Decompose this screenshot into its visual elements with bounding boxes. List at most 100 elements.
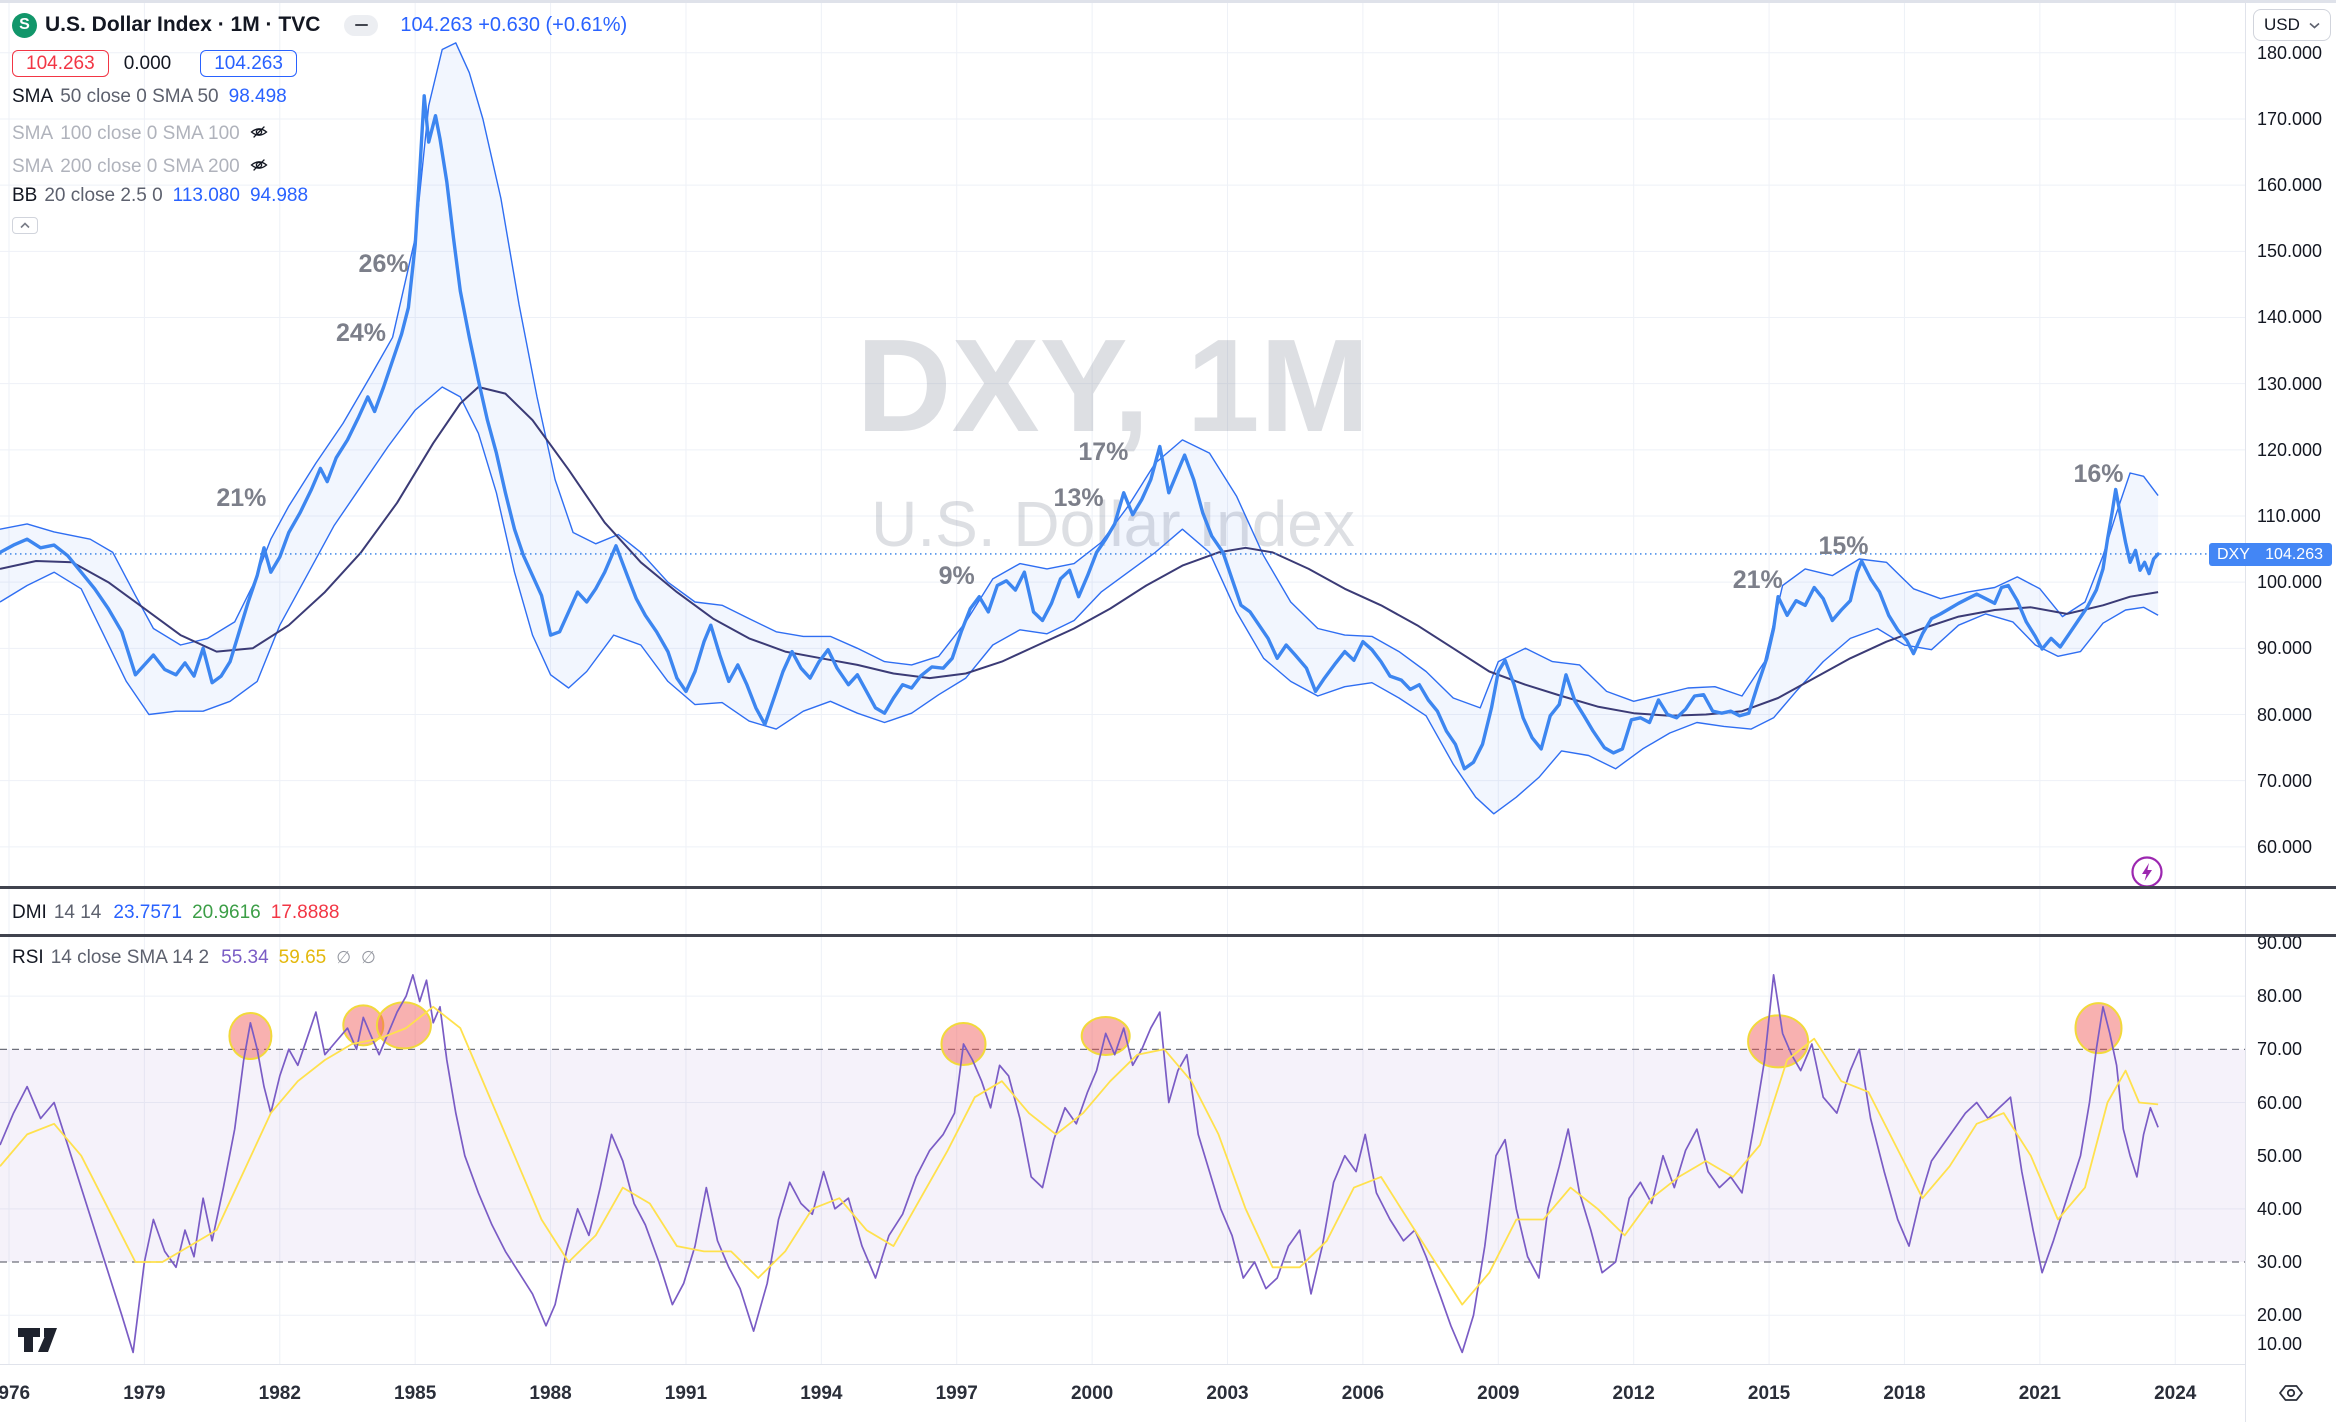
- eye-off-icon[interactable]: [249, 159, 269, 180]
- percent-annotation: 26%: [358, 249, 409, 278]
- year-label: 1979: [123, 1383, 166, 1404]
- current-price-tag: DXY 104.263: [2209, 543, 2332, 566]
- time-axis[interactable]: 1976 1979 1982 1985 1988 1991 1994 1997 2000 2003…: [0, 1364, 2336, 1422]
- quick-action-button[interactable]: [2130, 855, 2164, 889]
- year-label: 2012: [1612, 1383, 1655, 1404]
- legend-collapse-button[interactable]: [12, 217, 38, 234]
- rsi-legend-row[interactable]: RSI 14 close SMA 14 2 55.34 59.65 ∅ ∅: [12, 947, 376, 969]
- year-label: 2024: [2154, 1383, 2197, 1404]
- indicator-params: 50 close 0 SMA 50: [60, 86, 219, 107]
- bollinger-lower-line: [0, 386, 2159, 815]
- symbol-title[interactable]: U.S. Dollar Index · 1M · TVC: [45, 13, 321, 36]
- year-label: 2006: [1341, 1383, 1385, 1404]
- year-label: 2003: [1206, 1383, 1249, 1404]
- price-tick-label: 130.000: [2257, 373, 2323, 394]
- year-label: 1994: [800, 1383, 843, 1404]
- bollinger-fill: [0, 42, 2159, 814]
- year-label: 2015: [1747, 1383, 1791, 1404]
- axis-settings-icon[interactable]: [2276, 1378, 2306, 1408]
- price-tick-label: 70.000: [2257, 770, 2313, 791]
- dmi-plus-di-value: 23.7571: [113, 902, 183, 923]
- percent-annotation: 17%: [1078, 438, 1129, 467]
- rsi-band: [0, 1049, 2245, 1263]
- indicator-params: 20 close 2.5 0: [44, 185, 163, 206]
- year-label: 1982: [258, 1383, 301, 1404]
- rsi-sma-line: [0, 1005, 2159, 1306]
- indicator-name: RSI: [12, 947, 44, 968]
- indicator-row-sma100[interactable]: SMA 100 close 0 SMA 100: [12, 119, 627, 144]
- chart-canvas[interactable]: DXY, 1M U.S. Dollar Index: [0, 3, 2336, 1422]
- price-tick-label: 150.000: [2257, 241, 2323, 262]
- year-label: 1988: [529, 1383, 572, 1404]
- indicator-name: SMA: [12, 123, 54, 144]
- price-axis[interactable]: 180.000 170.000 160.000 150.000 140.000 130.0…: [2245, 3, 2336, 1364]
- price-tick-label: 100.000: [2257, 572, 2323, 593]
- percent-annotation: 21%: [1732, 565, 1783, 594]
- price-tick-label: 80.000: [2257, 704, 2313, 725]
- watermark-symbol: DXY, 1M: [856, 312, 1370, 459]
- chevron-down-icon: [2309, 22, 2320, 29]
- tag-symbol: DXY: [2217, 545, 2250, 563]
- price-tick-label: 170.000: [2257, 108, 2323, 129]
- bollinger-upper-line: [0, 42, 2159, 709]
- year-label: 2000: [1070, 1383, 1114, 1404]
- price-box-blue: 104.263: [200, 50, 297, 77]
- rsi-tick-label: 90.00: [2257, 933, 2303, 953]
- rsi-line: [0, 974, 2159, 1354]
- minus-icon: [354, 23, 368, 27]
- sma50-line: [0, 386, 2159, 717]
- percent-annotation: 16%: [2073, 459, 2124, 488]
- percent-annotation: 21%: [216, 484, 267, 513]
- rsi-tick-label: 50.00: [2257, 1145, 2303, 1166]
- price-tick-label: 60.000: [2257, 836, 2313, 857]
- dmi-legend-row[interactable]: DMI 14 14 23.7571 20.9616 17.8888: [12, 902, 339, 924]
- year-label: 1997: [935, 1383, 978, 1404]
- price-tick-label: 140.000: [2257, 307, 2323, 328]
- rsi-value: 55.34: [221, 947, 269, 968]
- currency-dropdown[interactable]: USD: [2253, 9, 2331, 41]
- pane-separator-main-dmi[interactable]: [0, 886, 2336, 889]
- rsi-tick-label: 10.00: [2257, 1334, 2303, 1354]
- indicator-value: 113.080: [172, 185, 240, 206]
- rsi-sma-value: 59.65: [278, 947, 327, 968]
- tag-price: 104.263: [2265, 545, 2323, 563]
- price-box-red: 104.263: [12, 50, 109, 77]
- price-tick-label: 120.000: [2257, 439, 2323, 460]
- change-value: 0.000: [123, 52, 172, 74]
- currency-label: USD: [2264, 15, 2300, 34]
- rsi-tick-label: 70.00: [2257, 1039, 2303, 1060]
- rsi-tick-label: 20.00: [2257, 1305, 2303, 1326]
- chart-legend: S U.S. Dollar Index · 1M · TVC 104.263 +…: [12, 11, 627, 234]
- indicator-params: 14 close SMA 14 2: [50, 947, 210, 968]
- axis-settings-cell[interactable]: [2245, 1364, 2336, 1422]
- symbol-logo-icon[interactable]: S: [12, 12, 37, 38]
- indicator-row-sma50[interactable]: SMA 50 close 0 SMA 50 98.498: [12, 86, 627, 110]
- tradingview-logo[interactable]: [16, 1325, 68, 1360]
- percent-annotation: 24%: [335, 319, 387, 348]
- empty-set-icon: ∅: [336, 948, 352, 967]
- eye-off-icon[interactable]: [249, 126, 269, 147]
- indicator-params: 100 close 0 SMA 100: [60, 123, 240, 144]
- price-tick-label: 160.000: [2257, 175, 2323, 196]
- horizontal-gridlines: [0, 52, 2245, 1316]
- indicator-name: SMA: [12, 156, 54, 177]
- rsi-tick-label: 60.00: [2257, 1092, 2303, 1113]
- indicator-row-sma200[interactable]: SMA 200 close 0 SMA 200: [12, 152, 627, 177]
- indicator-name: BB: [12, 185, 38, 206]
- indicator-params: 200 close 0 SMA 200: [60, 156, 240, 177]
- last-price-change: 104.263 +0.630 (+0.61%): [400, 13, 628, 36]
- year-label: 2009: [1477, 1383, 1520, 1404]
- percent-annotation: 15%: [1818, 532, 1869, 561]
- pane-separator-dmi-rsi[interactable]: [0, 934, 2336, 937]
- year-label: 2021: [2018, 1383, 2061, 1404]
- year-label: 2018: [1883, 1383, 1926, 1404]
- rsi-tick-label: 40.00: [2257, 1198, 2303, 1219]
- year-label: 1976: [0, 1383, 31, 1404]
- indicator-params: 14 14: [53, 902, 102, 923]
- dmi-minus-di-value: 17.8888: [270, 902, 340, 923]
- percent-annotation: 13%: [1053, 484, 1104, 513]
- indicator-row-bb[interactable]: BB 20 close 2.5 0 113.080 94.988: [12, 185, 627, 209]
- indicator-name: DMI: [12, 902, 47, 923]
- collapse-symbol-button[interactable]: [344, 14, 379, 36]
